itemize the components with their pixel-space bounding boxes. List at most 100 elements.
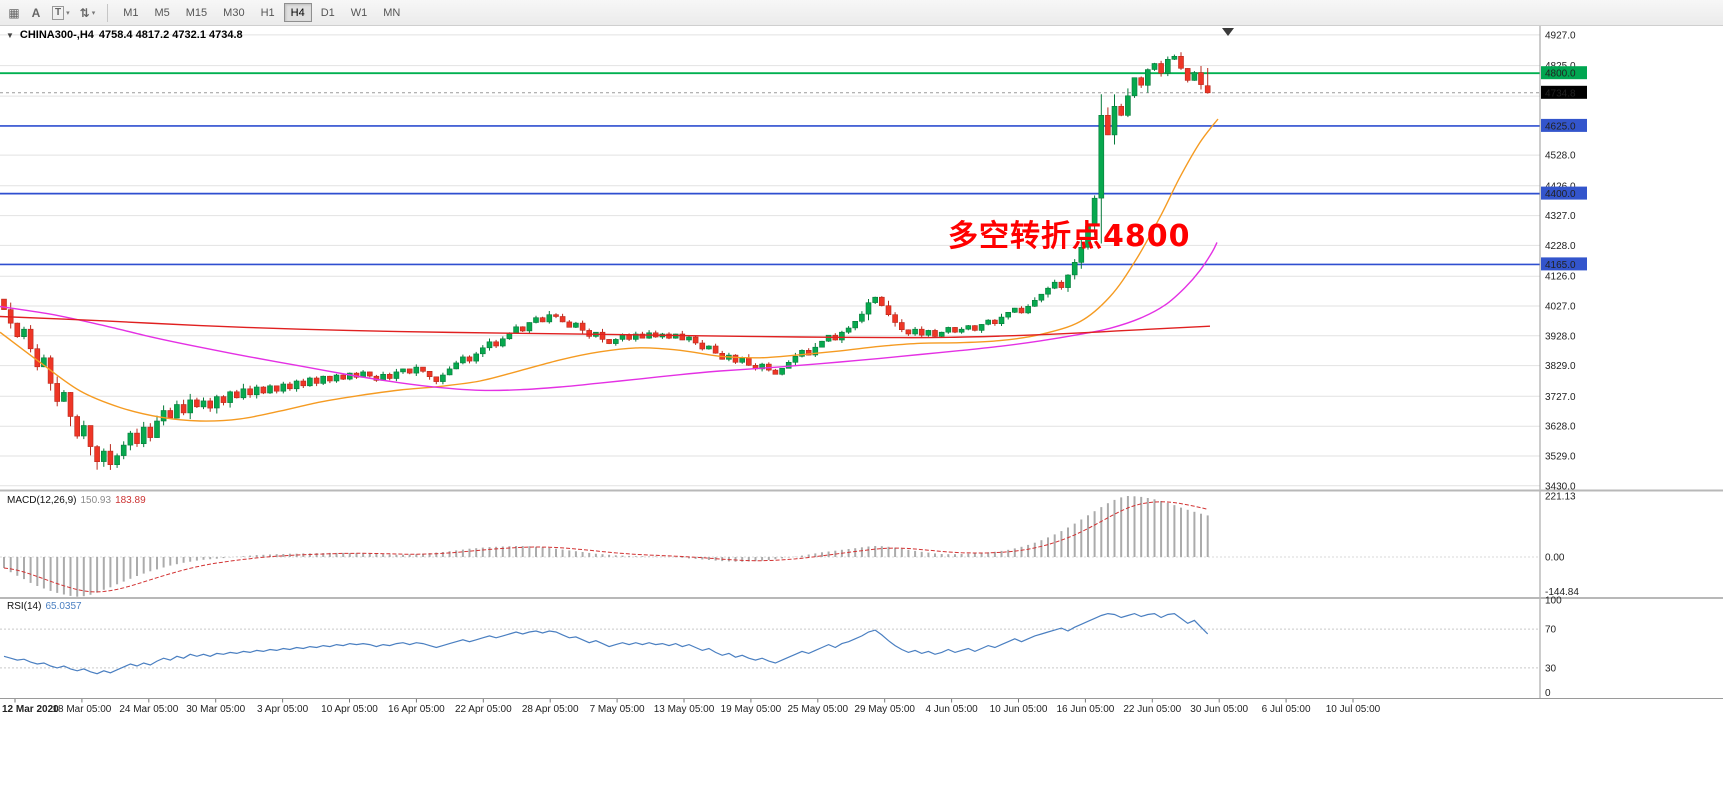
timeframe-button-w1[interactable]: W1	[344, 3, 375, 22]
timeframe-button-h4[interactable]: H4	[283, 3, 312, 22]
horizontal-lines[interactable]	[0, 72, 1540, 266]
price-axis-label: 4126.0	[1545, 272, 1576, 283]
price-axis-label: 3529.0	[1545, 452, 1576, 463]
ma-mid-magenta	[0, 242, 1218, 392]
time-axis-label: 29 May 05:00	[854, 704, 915, 715]
price-axis-label: 4327.0	[1545, 211, 1576, 222]
timeframe-button-m5[interactable]: M5	[147, 3, 176, 22]
symbol-period-label: CHINA300-,H4	[19, 29, 94, 41]
price-axis-label: 4027.0	[1545, 302, 1576, 313]
time-axis-label: 6 Jul 05:00	[1262, 704, 1311, 715]
price-axis-label: 3829.0	[1545, 361, 1576, 372]
time-axis-label: 13 May 05:00	[654, 704, 715, 715]
rsi-name: RSI(14)	[7, 601, 42, 612]
price-gridlines	[0, 34, 1540, 487]
timeframe-button-mn[interactable]: MN	[376, 3, 407, 22]
timeframe-button-m1[interactable]: M1	[116, 3, 145, 22]
time-axis-label: 10 Jul 05:00	[1326, 704, 1381, 715]
rsi-value: 65.0357	[45, 601, 82, 612]
price-badge-label: 4734.8	[1545, 88, 1576, 99]
time-axis-label: 3 Apr 05:00	[257, 704, 309, 715]
price-axis-label: 4228.0	[1545, 241, 1576, 252]
macd-panel: 221.13 0.00 -144.84	[0, 492, 1579, 598]
text-tool-icon[interactable]: A	[26, 3, 46, 23]
price-axis-label: 4927.0	[1545, 30, 1576, 41]
time-axis-label: 30 Mar 05:00	[186, 704, 245, 715]
time-axis-label: 7 May 05:00	[590, 704, 645, 715]
timeframe-button-h1[interactable]: H1	[254, 3, 282, 22]
timeframe-buttons: M1 M5 M15 M30 H1 H4 D1 W1 MN	[116, 3, 407, 22]
template-tool-icon-glyph: T	[52, 5, 65, 20]
price-badge-4800.0	[1541, 66, 1587, 80]
time-axis-label: 22 Jun 05:00	[1123, 704, 1181, 715]
indicators-icon-glyph: ⇅	[79, 5, 90, 20]
chart-window-icon-glyph: ▦	[8, 5, 20, 20]
time-axis-label: 16 Apr 05:00	[388, 704, 445, 715]
text-tool-icon-glyph: A	[31, 5, 41, 20]
template-tool-icon[interactable]: T ▾	[48, 3, 74, 23]
price-axis-label: 3727.0	[1545, 392, 1576, 403]
time-axis-label: 24 Mar 05:00	[119, 704, 178, 715]
price-axis-label: 4528.0	[1545, 151, 1576, 162]
moving-averages	[0, 118, 1219, 422]
timeframe-button-d1[interactable]: D1	[314, 3, 342, 22]
toolbar-separator	[107, 3, 109, 22]
price-badge-label: 4625.0	[1545, 121, 1576, 132]
time-axis-label: 10 Jun 05:00	[990, 704, 1048, 715]
price-badge-label: 4400.0	[1545, 189, 1576, 200]
rsi-panel: 100 70 30 0	[0, 596, 1562, 699]
price-badge-label: 4165.0	[1545, 260, 1576, 271]
macd-indicator-label: MACD(12,26,9) 150.93 183.89	[7, 495, 146, 506]
time-axis-label: 19 May 05:00	[721, 704, 782, 715]
price-badge-4165.0	[1541, 257, 1587, 271]
ma-slow-red	[0, 315, 1211, 339]
annotation-text[interactable]: 多空转折点4800	[948, 219, 1191, 254]
toolbar-icons: ▦ A T ▾ ⇅ ▾	[4, 3, 99, 23]
macd-axis-label: 0.00	[1545, 553, 1565, 564]
time-axis-label: 30 Jun 05:00	[1190, 704, 1248, 715]
dropdown-caret-icon: ▾	[66, 9, 70, 17]
indicators-icon[interactable]: ⇅ ▾	[76, 3, 100, 23]
price-badge-4625.0	[1541, 118, 1587, 132]
price-badge-4734.8	[1541, 85, 1587, 99]
time-axis-label: 22 Apr 05:00	[455, 704, 512, 715]
ma-fast-orange	[0, 118, 1219, 422]
price-axis[interactable]: 4927.04825.04528.04426.04327.04228.04126…	[1541, 30, 1587, 492]
time-axis-label: 16 Jun 05:00	[1056, 704, 1114, 715]
macd-axis-label: -144.84	[1545, 587, 1579, 598]
rsi-indicator-label: RSI(14) 65.0357	[7, 601, 82, 612]
dropdown-caret-icon: ▾	[91, 9, 96, 17]
time-axis-label: 18 Mar 05:00	[52, 704, 111, 715]
chart-window-icon[interactable]: ▦	[4, 3, 24, 23]
rsi-axis-label: 100	[1545, 596, 1562, 607]
rsi-axis-label: 70	[1545, 625, 1557, 636]
chart-shift-marker-icon[interactable]	[1222, 28, 1234, 36]
price-axis-label: 3628.0	[1545, 422, 1576, 433]
macd-main-value: 150.93	[80, 495, 112, 506]
macd-signal-line	[3, 501, 1208, 593]
macd-signal-value: 183.89	[115, 495, 146, 506]
timeframe-button-m15[interactable]: M15	[179, 3, 214, 22]
candles	[1, 52, 1211, 470]
one-click-trading-arrow-icon[interactable]: ▼	[6, 30, 14, 40]
rsi-axis-label: 0	[1545, 688, 1551, 699]
time-axis-label: 4 Jun 05:00	[925, 704, 978, 715]
time-axis-label: 10 Apr 05:00	[321, 704, 378, 715]
time-axis-label: 25 May 05:00	[787, 704, 848, 715]
time-axis-label: 12 Mar 2020	[2, 704, 59, 715]
chart-title: ▼ CHINA300-,H4 4758.4 4817.2 4732.1 4734…	[6, 29, 243, 41]
price-badge-4400.0	[1541, 186, 1587, 200]
price-badge-label: 4800.0	[1545, 69, 1576, 80]
timeframe-button-m30[interactable]: M30	[216, 3, 251, 22]
macd-axis-label: 221.13	[1545, 492, 1576, 503]
toolbar: ▦ A T ▾ ⇅ ▾ M1 M5 M15 M30 H1 H4 D1 W1 MN	[0, 0, 1723, 26]
macd-name: MACD(12,26,9)	[7, 495, 77, 506]
rsi-line	[3, 612, 1209, 675]
price-axis-label: 3430.0	[1545, 481, 1576, 492]
price-axis-label: 3928.0	[1545, 331, 1576, 342]
time-axis-label: 28 Apr 05:00	[522, 704, 579, 715]
rsi-axis-label: 30	[1545, 663, 1557, 674]
